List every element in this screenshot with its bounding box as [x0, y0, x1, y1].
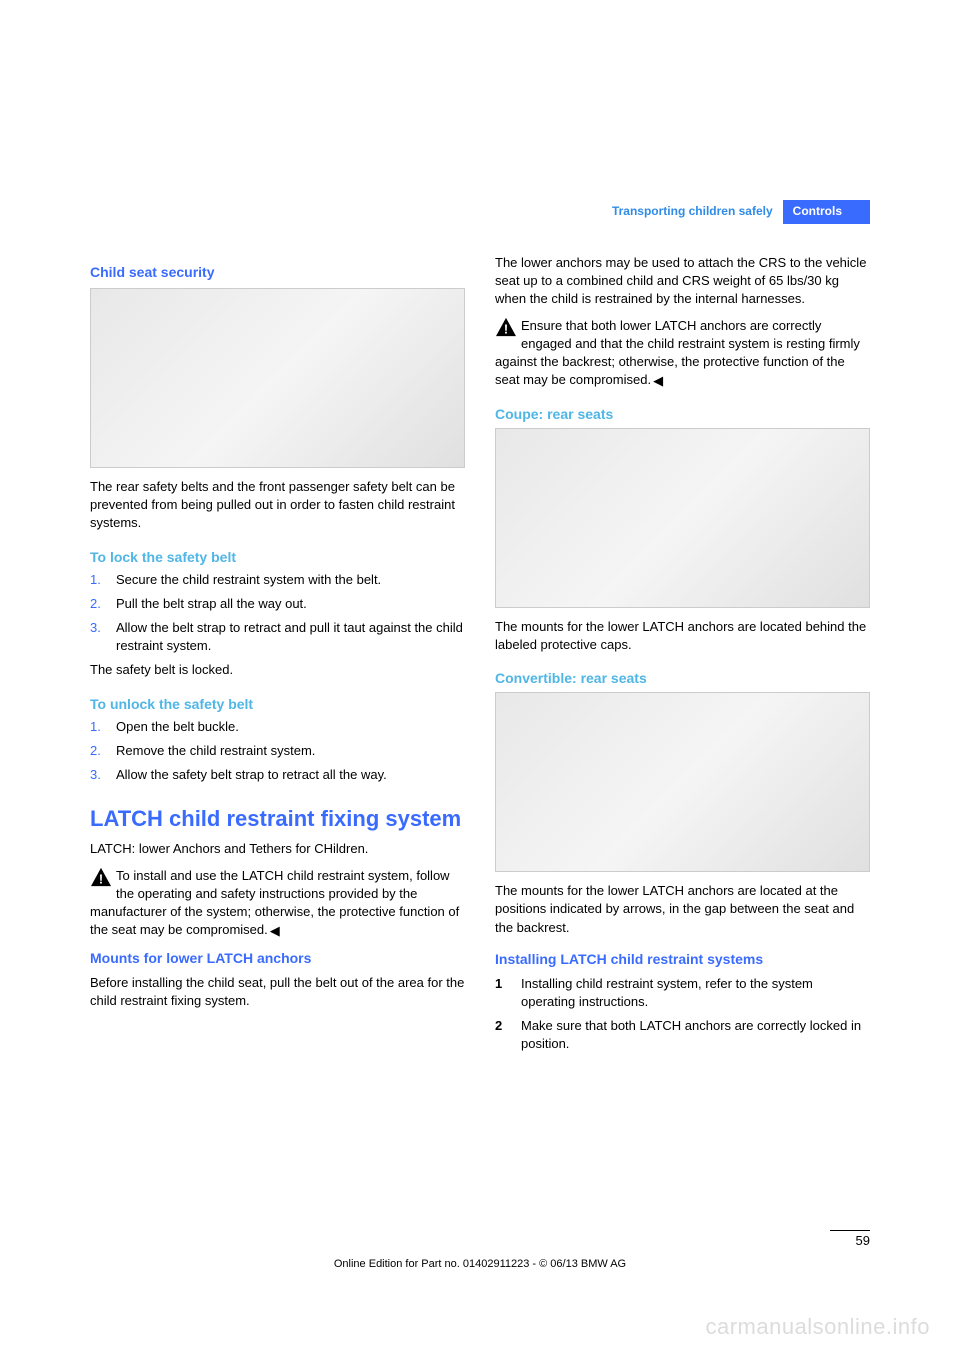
page-header: Transporting children safely Controls [612, 200, 870, 224]
list-text: Allow the safety belt strap to retract a… [116, 766, 387, 784]
left-column: Child seat security The rear safety belt… [90, 250, 465, 1059]
heading-child-seat-security: Child seat security [90, 264, 465, 280]
list-text: Secure the child restraint system with t… [116, 571, 381, 589]
warning-icon: ! [90, 867, 112, 887]
watermark: carmanualsonline.info [705, 1314, 930, 1340]
content-columns: Child seat security The rear safety belt… [90, 250, 870, 1059]
svg-text:!: ! [504, 321, 508, 336]
figure-child-seat [90, 288, 465, 468]
warning-text: Ensure that both lower LATCH anchors are… [495, 318, 860, 388]
list-item: 3. Allow the safety belt strap to retract… [90, 766, 465, 784]
list-number: 1. [90, 718, 104, 736]
warning-icon: ! [495, 317, 517, 337]
warning-anchors-engaged: ! Ensure that both lower LATCH anchors a… [495, 317, 870, 390]
heading-unlock-belt: To unlock the safety belt [90, 696, 465, 712]
list-item: 1 Installing child restraint system, refe… [495, 975, 870, 1011]
para-pull-belt-out: Before installing the child seat, pull t… [90, 974, 465, 1010]
list-text: Installing child restraint system, refer… [521, 975, 870, 1011]
list-text: Allow the belt strap to retract and pull… [116, 619, 465, 655]
para-belt-locked: The safety belt is locked. [90, 661, 465, 679]
para-lower-anchors-weight: The lower anchors may be used to attach … [495, 254, 870, 309]
list-text: Make sure that both LATCH anchors are co… [521, 1017, 870, 1053]
end-mark-icon: ◀ [653, 372, 663, 390]
right-column: The lower anchors may be used to attach … [495, 250, 870, 1059]
list-item: 1. Secure the child restraint system with… [90, 571, 465, 589]
para-coupe-mounts: The mounts for the lower LATCH anchors a… [495, 618, 870, 654]
list-item: 2. Remove the child restraint system. [90, 742, 465, 760]
figure-convertible-seats [495, 692, 870, 872]
footer-edition-line: Online Edition for Part no. 01402911223 … [0, 1258, 960, 1270]
svg-text:!: ! [99, 871, 103, 886]
list-item: 2 Make sure that both LATCH anchors are c… [495, 1017, 870, 1053]
heading-latch-system: LATCH child restraint fixing system [90, 806, 465, 832]
page-number: 59 [830, 1233, 870, 1248]
heading-mounts-lower-latch: Mounts for lower LATCH anchors [90, 950, 465, 966]
heading-installing-latch: Installing LATCH child restraint systems [495, 951, 870, 967]
list-unlock-belt: 1. Open the belt buckle. 2. Remove the chi… [90, 718, 465, 785]
figure-coupe-seats [495, 428, 870, 608]
page-number-rule [830, 1230, 870, 1231]
list-number: 1 [495, 975, 509, 1011]
list-item: 2. Pull the belt strap all the way out. [90, 595, 465, 613]
list-item: 3. Allow the belt strap to retract and pu… [90, 619, 465, 655]
list-number: 2. [90, 595, 104, 613]
heading-coupe-rear-seats: Coupe: rear seats [495, 406, 870, 422]
list-number: 2 [495, 1017, 509, 1053]
para-rear-belts: The rear safety belts and the front pass… [90, 478, 465, 533]
list-item: 1. Open the belt buckle. [90, 718, 465, 736]
list-number: 1. [90, 571, 104, 589]
header-section: Transporting children safely [612, 200, 783, 224]
page-number-block: 59 [830, 1230, 870, 1248]
end-mark-icon: ◀ [270, 922, 280, 940]
list-text: Remove the child restraint system. [116, 742, 315, 760]
list-number: 3. [90, 766, 104, 784]
manual-page: Transporting children safely Controls Ch… [0, 0, 960, 1358]
warning-latch-install: ! To install and use the LATCH child res… [90, 867, 465, 940]
heading-lock-belt: To lock the safety belt [90, 549, 465, 565]
list-number: 3. [90, 619, 104, 655]
list-text: Open the belt buckle. [116, 718, 239, 736]
heading-convertible-rear-seats: Convertible: rear seats [495, 670, 870, 686]
list-install-latch: 1 Installing child restraint system, refe… [495, 975, 870, 1054]
list-lock-belt: 1. Secure the child restraint system with… [90, 571, 465, 656]
para-convertible-mounts: The mounts for the lower LATCH anchors a… [495, 882, 870, 937]
para-latch-acronym: LATCH: lower Anchors and Tethers for CHi… [90, 840, 465, 858]
list-text: Pull the belt strap all the way out. [116, 595, 307, 613]
list-number: 2. [90, 742, 104, 760]
header-chapter: Controls [783, 200, 870, 224]
